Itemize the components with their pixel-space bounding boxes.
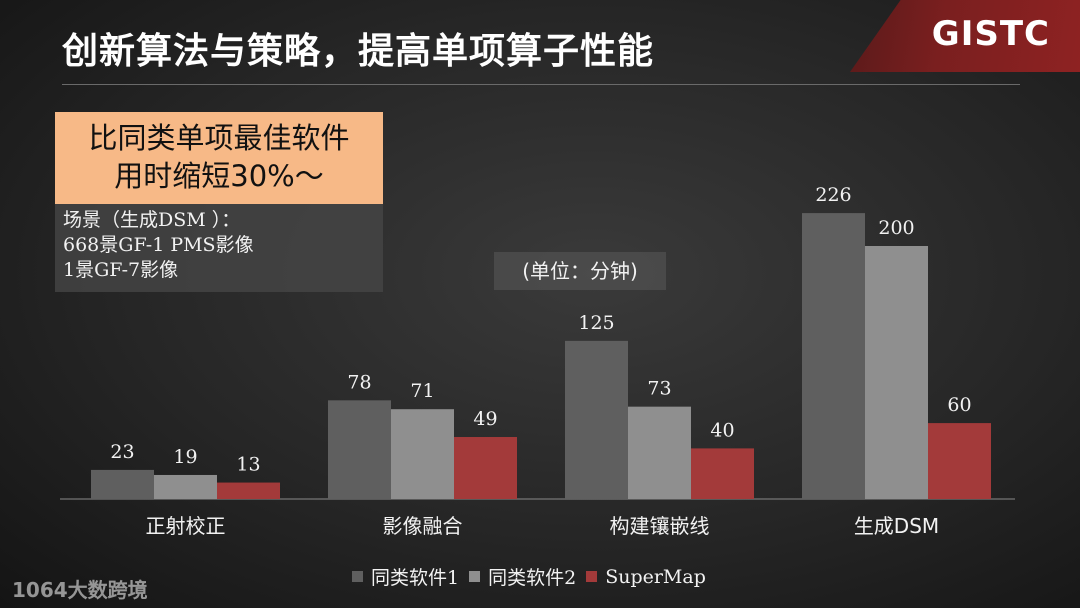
- value-label-series-3-cat-3: 40: [710, 419, 734, 441]
- bar-series-1-cat-2: [328, 400, 391, 499]
- unit-label: (单位：分钟): [494, 252, 666, 290]
- scenario-line-2: 668景GF-1 PMS影像: [63, 234, 254, 256]
- value-label-series-1-cat-4: 226: [815, 184, 851, 206]
- bar-series-2-cat-1: [154, 474, 217, 499]
- bar-series-1-cat-1: [91, 469, 154, 499]
- bar-series-3-cat-3: [691, 448, 754, 499]
- value-label-series-2-cat-3: 73: [647, 378, 671, 400]
- bar-series-1-cat-4: [802, 213, 865, 500]
- legend-label-series-3: SuperMap: [605, 565, 706, 588]
- category-label-3: 构建镶嵌线: [610, 514, 710, 538]
- bar-series-3-cat-2: [454, 437, 517, 499]
- category-label-2: 影像融合: [383, 514, 463, 538]
- title-divider: [62, 84, 1020, 85]
- value-label-series-3-cat-1: 13: [236, 454, 260, 476]
- legend-item-series-3: SuperMap: [586, 566, 706, 588]
- value-label-series-2-cat-4: 200: [878, 217, 914, 239]
- bar-series-1-cat-3: [565, 340, 628, 499]
- value-label-series-3-cat-4: 60: [947, 394, 971, 416]
- legend-item-series-2: 同类软件2: [469, 563, 576, 590]
- bar-series-2-cat-4: [865, 246, 928, 499]
- category-label-4: 生成DSM: [854, 514, 939, 538]
- highlight-line-2: 用时缩短30%～: [114, 159, 324, 193]
- legend-label-series-2: 同类软件2: [488, 567, 577, 589]
- bars-group: [91, 213, 991, 500]
- legend-label-series-1: 同类软件1: [371, 567, 460, 589]
- value-label-series-2-cat-1: 19: [173, 446, 197, 468]
- bar-series-2-cat-2: [391, 409, 454, 499]
- bar-series-2-cat-3: [628, 406, 691, 499]
- value-label-series-1-cat-3: 125: [578, 312, 614, 334]
- logo: GISTC: [931, 14, 1050, 54]
- scenario-box: 场景（生成DSM ）： 668景GF-1 PMS影像 1景GF-7影像: [55, 204, 383, 292]
- scenario-line-1: 场景（生成DSM ）：: [63, 209, 241, 231]
- value-labels-group: 23 19 13 78 71 49 125 73 40 226 200 60: [110, 184, 971, 475]
- watermark: 1064大数跨境: [12, 578, 148, 602]
- legend-swatch-series-1: [352, 571, 363, 582]
- legend: 同类软件1 同类软件2 SuperMap: [352, 563, 716, 590]
- slide-title: 创新算法与策略，提高单项算子性能: [62, 31, 655, 72]
- highlight-line-1: 比同类单项最佳软件: [88, 121, 350, 155]
- category-labels-group: 正射校正 影像融合 构建镶嵌线 生成DSM: [146, 514, 940, 538]
- value-label-series-1-cat-1: 23: [110, 441, 134, 463]
- highlight-callout: 比同类单项最佳软件 用时缩短30%～: [55, 112, 383, 204]
- legend-item-series-1: 同类软件1: [352, 563, 459, 590]
- value-label-series-2-cat-2: 71: [410, 380, 434, 402]
- legend-swatch-series-3: [586, 571, 598, 582]
- bar-series-3-cat-4: [928, 423, 991, 499]
- legend-swatch-series-2: [469, 571, 481, 582]
- category-label-1: 正射校正: [146, 514, 226, 538]
- scenario-line-3: 1景GF-7影像: [63, 259, 179, 281]
- value-label-series-3-cat-2: 49: [473, 408, 497, 430]
- value-label-series-1-cat-2: 78: [347, 371, 371, 393]
- bar-series-3-cat-1: [217, 482, 280, 499]
